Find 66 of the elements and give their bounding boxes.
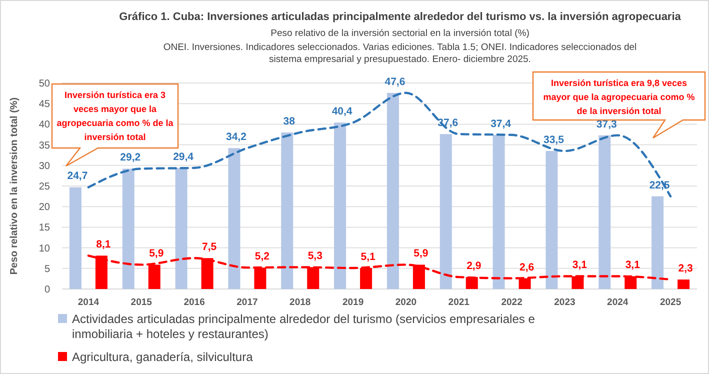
bar [678, 280, 690, 289]
x-tick-label: 2019 [342, 297, 364, 308]
y-tick-label: 35 [38, 140, 50, 152]
bar [440, 134, 452, 289]
x-tick-label: 2015 [130, 297, 153, 308]
x-tick-label: 2014 [78, 297, 100, 308]
data-label: 5,9 [414, 248, 428, 260]
bar [122, 168, 134, 289]
data-label: 40,4 [332, 106, 352, 118]
x-tick-label: 2024 [607, 297, 629, 308]
y-tick-label: 25 [38, 182, 50, 192]
data-label: 7,5 [202, 241, 217, 254]
x-tick-label: 2020 [395, 297, 417, 308]
data-label: 5,2 [254, 250, 270, 263]
data-label: 29,4 [173, 150, 194, 163]
data-label: 33,5 [543, 134, 564, 146]
x-tick-label: 2022 [501, 297, 522, 308]
bar [386, 92, 399, 289]
bar [652, 196, 664, 289]
legend-label: Agricultura, ganadería, silvicultura [72, 350, 254, 364]
x-tick-label: 2023 [554, 297, 576, 308]
bar [175, 168, 188, 289]
x-tick-label: 2018 [290, 297, 311, 308]
legend-label: Actividades articuladas principalmente alrededor del turismo (servicios empresariales e inmobiliaria + hoteles y restaurantes) [72, 312, 536, 341]
data-label: 8,1 [96, 238, 111, 251]
chart-title: Gráfico 1. Cuba: Inversiones articuladas principalmente alrededor del turismo vs. la inversión agropecuaria [119, 11, 682, 23]
y-tick-label: 30 [38, 160, 50, 172]
data-label: 24,7 [67, 170, 88, 182]
data-label: 38 [283, 115, 296, 128]
data-label: 5,1 [360, 250, 376, 263]
y-tick-label: 15 [38, 222, 50, 234]
bar [69, 187, 82, 289]
data-label: 2,9 [466, 260, 482, 272]
data-label: 5,9 [149, 248, 164, 260]
bar [228, 148, 240, 289]
y-tick-label: 20 [38, 202, 50, 214]
x-tick-label: 2025 [660, 297, 682, 308]
y-axis-title: Peso relativo en la inversion total (%) [9, 97, 20, 275]
annotation: Inversión turística era 3 veces mayor que la agropecuaria como % de la inversión total [56, 90, 174, 142]
bar [598, 135, 611, 289]
data-label: 47,6 [384, 76, 406, 88]
bar [492, 134, 505, 289]
y-tick-label: 45 [38, 99, 50, 110]
y-tick-label: 40 [38, 120, 50, 131]
data-label: 37,4 [490, 118, 512, 130]
x-tick-label: 2017 [236, 297, 258, 308]
bar [281, 132, 294, 289]
x-tick-label: 2021 [448, 297, 470, 308]
x-tick-label: 2016 [184, 297, 205, 308]
y-tick-label: 10 [38, 243, 50, 254]
chart-subtitle: Peso relativo de la inversión sectorial en la inversión total (%) [270, 28, 530, 39]
bar [334, 122, 346, 289]
data-label: 2,3 [678, 262, 693, 275]
data-label: 2,6 [519, 261, 534, 274]
data-label: 3,1 [572, 259, 588, 272]
data-label: 34,2 [226, 131, 247, 144]
data-label: 29,2 [120, 152, 141, 164]
text: ONEI. Inversiones. Indicadores seleccionados. Varias ediciones. Tabla 1.5; ONEI. Indicadores seleccionados del sistema empresarial y presupuestado. Enero- diciembre 2025. [163, 42, 637, 65]
data-label: 37,3 [596, 118, 618, 130]
bar [546, 150, 558, 289]
annotation: Inversión turística era 9,8 veces mayor que la agropecuaria como % de la inversión total [543, 78, 695, 116]
y-tick-label: 0 [44, 284, 50, 296]
y-tick-label: 5 [44, 264, 50, 275]
data-label: 5,3 [308, 250, 323, 262]
y-tick-label: 50 [38, 78, 50, 90]
data-label: 3,1 [625, 259, 640, 272]
